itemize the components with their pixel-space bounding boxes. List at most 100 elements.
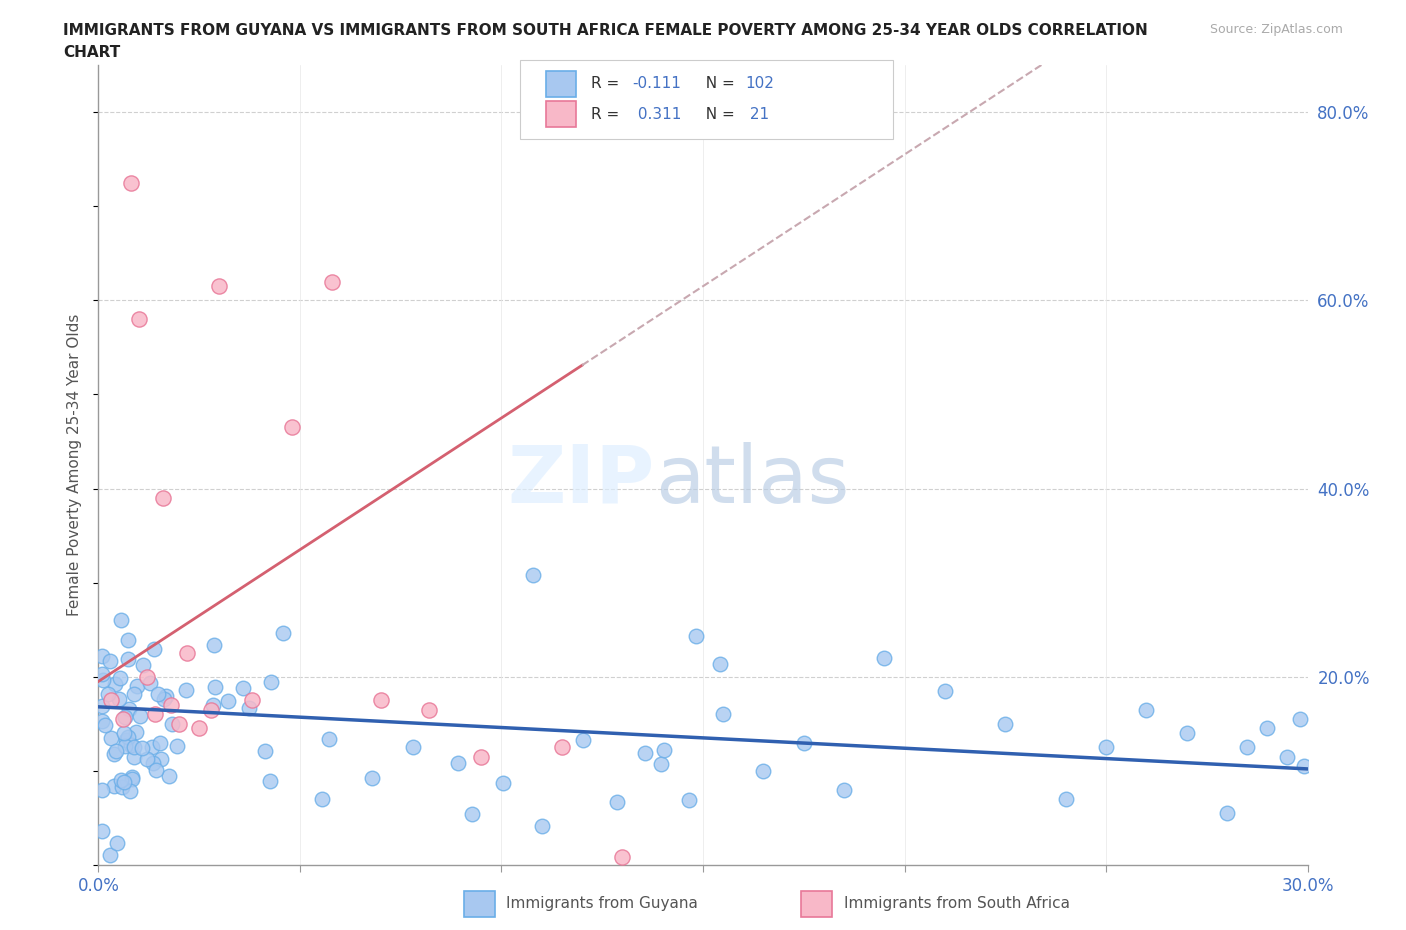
Point — [128, 312, 150, 326]
Point — [135, 670, 157, 684]
Text: -0.111: -0.111 — [633, 76, 682, 91]
Point — [204, 679, 226, 694]
Point — [91, 698, 114, 713]
Point — [91, 824, 114, 839]
Point — [104, 677, 127, 692]
Point — [711, 707, 734, 722]
Point — [551, 740, 574, 755]
Point — [446, 755, 468, 770]
Point — [117, 632, 139, 647]
Point — [117, 652, 139, 667]
Point — [360, 770, 382, 785]
Point — [492, 776, 515, 790]
Point — [418, 702, 440, 717]
Point — [208, 279, 231, 294]
Point — [105, 835, 128, 850]
Point — [143, 707, 166, 722]
Point — [678, 792, 700, 807]
Point — [685, 629, 707, 644]
Text: atlas: atlas — [655, 442, 849, 520]
Point — [121, 771, 143, 786]
Point — [114, 710, 136, 724]
Point — [97, 686, 120, 701]
Point — [1135, 702, 1157, 717]
Point — [110, 671, 132, 685]
Point — [167, 716, 190, 731]
Point — [1288, 711, 1310, 726]
Point — [201, 698, 224, 712]
Point — [94, 718, 117, 733]
Point — [402, 739, 425, 754]
Point — [118, 783, 141, 798]
Point — [155, 688, 177, 703]
Point — [152, 692, 174, 707]
Point — [125, 679, 148, 694]
Point — [105, 743, 128, 758]
Point — [281, 420, 304, 435]
Text: 21: 21 — [745, 107, 769, 122]
Point — [200, 702, 222, 717]
Point — [149, 751, 172, 766]
Point — [120, 737, 142, 752]
Point — [612, 850, 634, 865]
Point — [118, 701, 141, 716]
Point — [98, 848, 121, 863]
Point — [321, 274, 343, 289]
Point — [873, 650, 896, 665]
Point — [1277, 750, 1299, 764]
Point — [100, 693, 122, 708]
Point — [606, 794, 628, 809]
Text: 0.311: 0.311 — [633, 107, 681, 122]
Point — [232, 680, 254, 695]
Point — [1256, 721, 1278, 736]
Point — [370, 693, 392, 708]
Point — [91, 782, 114, 797]
Point — [217, 694, 239, 709]
Point — [709, 657, 731, 671]
Point — [470, 750, 492, 764]
Point — [125, 724, 148, 739]
Point — [91, 714, 114, 729]
Point — [166, 738, 188, 753]
Point — [108, 692, 131, 707]
Text: R =: R = — [591, 107, 624, 122]
Point — [1216, 805, 1239, 820]
Y-axis label: Female Poverty Among 25-34 Year Olds: Female Poverty Among 25-34 Year Olds — [67, 313, 83, 617]
Point — [253, 743, 276, 758]
Point — [112, 775, 135, 790]
Point — [103, 778, 125, 793]
Point — [122, 750, 145, 764]
Point — [571, 732, 593, 747]
Point — [160, 717, 183, 732]
Point — [832, 782, 855, 797]
Point — [120, 175, 142, 190]
Point — [110, 773, 132, 788]
Point — [148, 686, 170, 701]
Point — [188, 721, 211, 736]
Point — [91, 672, 114, 687]
Point — [1054, 791, 1077, 806]
Point — [143, 642, 166, 657]
Point — [934, 684, 956, 698]
Point — [652, 742, 675, 757]
Point — [752, 764, 775, 778]
Point — [115, 732, 138, 747]
Point — [634, 746, 657, 761]
Text: 102: 102 — [745, 76, 775, 91]
Point — [149, 736, 172, 751]
Text: CHART: CHART — [63, 45, 121, 60]
Point — [142, 756, 165, 771]
Point — [311, 791, 333, 806]
Point — [531, 818, 554, 833]
Point — [114, 738, 136, 753]
Point — [1292, 759, 1315, 774]
Point — [522, 568, 544, 583]
Point — [111, 711, 134, 726]
Point — [650, 757, 672, 772]
Point — [259, 774, 281, 789]
Point — [318, 731, 340, 746]
Point — [91, 648, 114, 663]
Point — [124, 686, 146, 701]
Point — [122, 739, 145, 754]
Point — [136, 751, 159, 766]
